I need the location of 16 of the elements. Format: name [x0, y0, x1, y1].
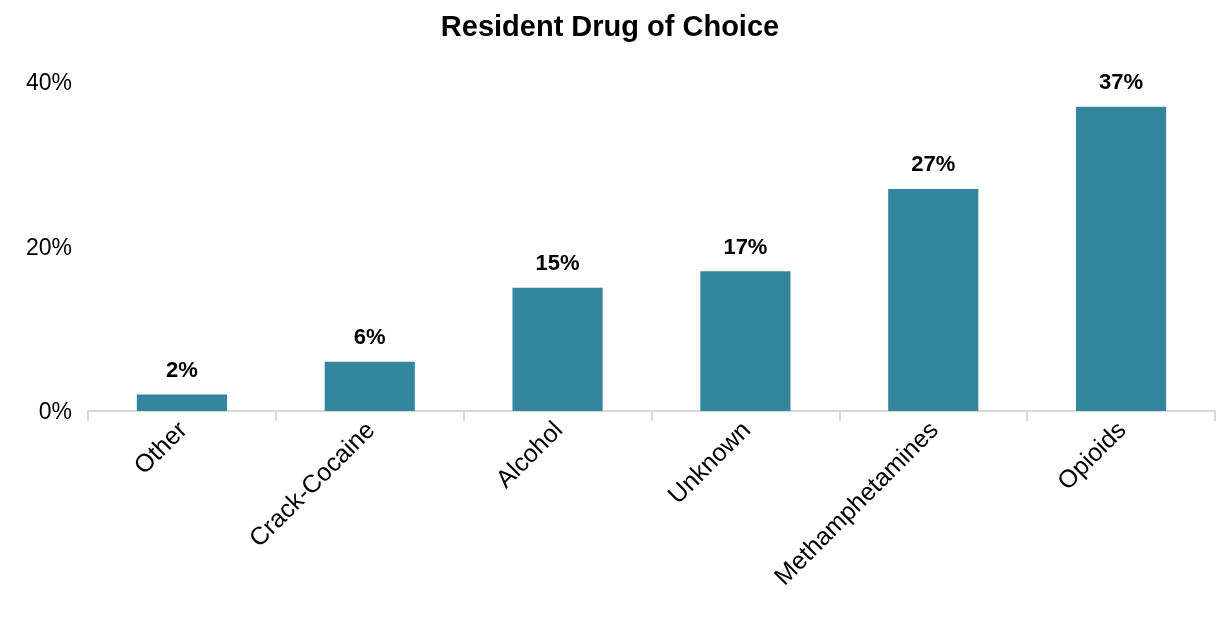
chart-title: Resident Drug of Choice — [440, 9, 780, 42]
bar — [136, 394, 227, 411]
data-label: 2% — [166, 357, 198, 383]
data-label: 37% — [1099, 69, 1144, 95]
bar — [700, 271, 791, 411]
data-label: 27% — [911, 151, 956, 177]
y-tick-label: 0% — [38, 398, 72, 424]
y-tick-label: 40% — [25, 69, 72, 95]
y-tick-label: 20% — [25, 233, 72, 260]
bar — [888, 188, 979, 411]
bar — [1076, 106, 1167, 411]
data-label: 17% — [723, 233, 768, 259]
data-label: 15% — [535, 250, 580, 276]
bar — [324, 361, 415, 411]
data-label: 6% — [353, 324, 386, 350]
bar — [512, 287, 603, 411]
